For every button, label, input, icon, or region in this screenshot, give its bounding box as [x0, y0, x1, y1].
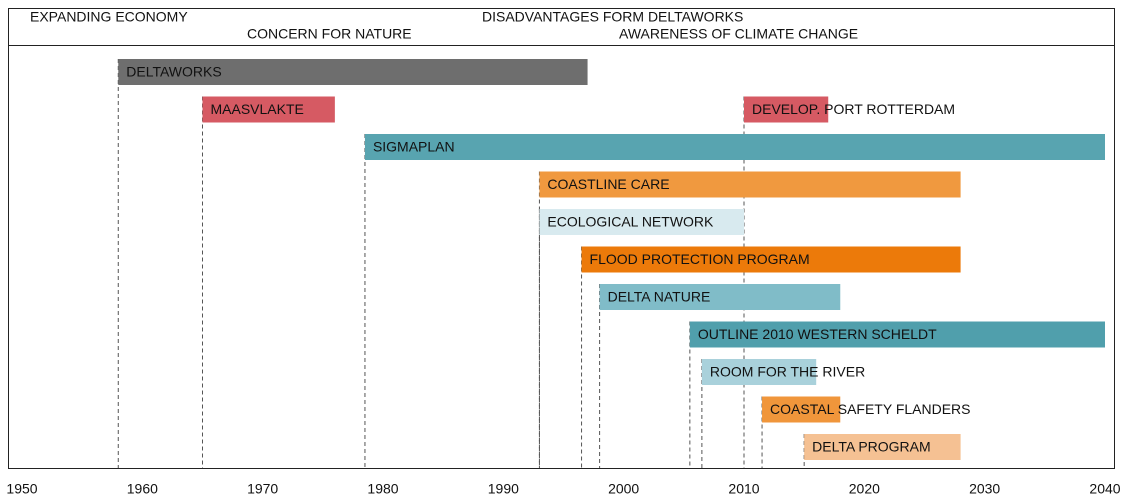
era-label: DISADVANTAGES FORM DELTAWORKS [482, 9, 743, 25]
x-tick-label: 2010 [728, 481, 759, 497]
bar-label: DEVELOP. PORT ROTTERDAM [752, 101, 955, 117]
x-tick-label: 2040 [1089, 481, 1120, 497]
x-tick-label: 1990 [488, 481, 519, 497]
bar-label: DELTAWORKS [126, 64, 221, 80]
bar [762, 396, 841, 423]
bar-label: SIGMAPLAN [373, 139, 455, 155]
bar [599, 284, 841, 310]
bar-label: FLOOD PROTECTION PROGRAM [590, 251, 810, 267]
bar-label: DELTA NATURE [608, 289, 711, 305]
bar [202, 96, 335, 123]
x-tick-label: 2020 [849, 481, 880, 497]
x-tick-label: 1950 [6, 481, 37, 497]
bar [539, 209, 744, 235]
x-tick-label: 2030 [969, 481, 1000, 497]
x-tick-label: 1960 [127, 481, 158, 497]
bar-label: COASTLINE CARE [547, 176, 669, 192]
bar-label: ECOLOGICAL NETWORK [547, 214, 714, 230]
bar-label: DELTA PROGRAM [812, 439, 931, 455]
bar-label: OUTLINE 2010 WESTERN SCHELDT [698, 326, 937, 342]
bar-label: ROOM FOR THE RIVER [710, 364, 865, 380]
bar-label: COASTAL SAFETY FLANDERS [770, 401, 970, 417]
bar [364, 134, 1105, 160]
x-tick-label: 2000 [608, 481, 639, 497]
bar [689, 321, 1105, 348]
bar [118, 59, 588, 85]
x-tick-label: 1980 [367, 481, 398, 497]
era-label: AWARENESS OF CLIMATE CHANGE [619, 26, 858, 42]
bar [581, 246, 961, 273]
x-tick-label: 1970 [247, 481, 278, 497]
bar [539, 171, 961, 198]
era-label: CONCERN FOR NATURE [247, 26, 412, 42]
frame [8, 8, 1115, 469]
bar [744, 96, 829, 123]
bar [804, 434, 961, 460]
era-label: EXPANDING ECONOMY [30, 9, 188, 25]
bar [701, 359, 817, 385]
bar-label: MAASVLAKTE [211, 101, 304, 117]
